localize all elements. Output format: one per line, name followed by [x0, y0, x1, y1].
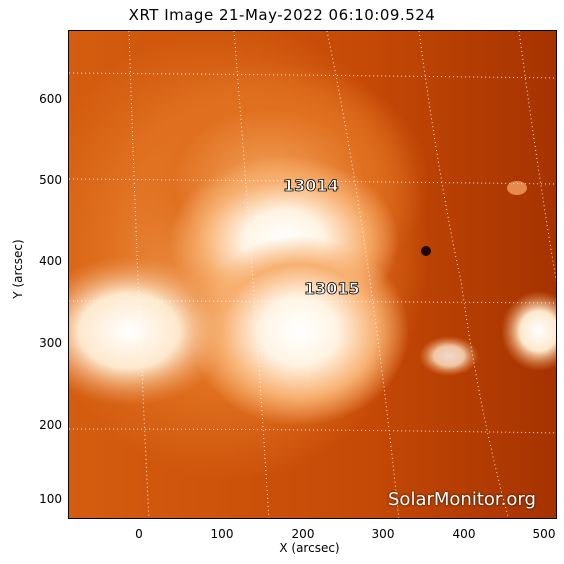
- y-tick-label: 400: [39, 254, 62, 268]
- x-axis-label: X (arcsec): [279, 541, 340, 555]
- x-tick-label: 200: [291, 527, 315, 541]
- y-tick-label: 600: [39, 92, 62, 106]
- x-tick-label: 500: [532, 527, 556, 541]
- y-axis-label: Y (arcsec): [11, 239, 25, 299]
- y-tick-label: 300: [39, 336, 62, 350]
- solar-xray-image: [69, 31, 556, 518]
- watermark-text: SolarMonitor.org: [388, 489, 536, 510]
- y-tick-label: 500: [39, 173, 62, 187]
- active-region-label: 13014: [283, 176, 339, 196]
- x-tick-label: 100: [210, 527, 234, 541]
- solar-image-frame: [68, 30, 557, 519]
- y-tick-label: 200: [39, 418, 62, 432]
- x-tick-label: 400: [452, 527, 476, 541]
- image-title: XRT Image 21-May-2022 06:10:09.524: [128, 6, 436, 24]
- active-region-label: 13015: [304, 279, 360, 299]
- y-tick-label: 100: [39, 492, 62, 506]
- x-tick-label: 300: [371, 527, 395, 541]
- x-tick-label: 0: [135, 527, 143, 541]
